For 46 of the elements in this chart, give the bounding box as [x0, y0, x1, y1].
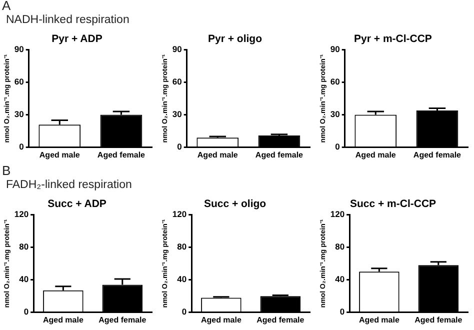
text: FADH₂-linked respiration: [6, 179, 132, 191]
y-tick-label: 0: [19, 142, 24, 152]
y-tick-label: 40: [177, 274, 187, 284]
x-tick-label: Aged female: [256, 315, 305, 324]
y-tick-label: 60: [14, 76, 24, 87]
y-tick-label: 40: [19, 274, 29, 284]
chart-title: Pyr + m-Cl-CCP: [354, 33, 432, 46]
text: A: [2, 0, 11, 13]
y-tick-label: 0: [340, 306, 345, 317]
x-tick-label: Aged female: [413, 150, 462, 160]
y-tick-label: 0: [177, 142, 182, 152]
x-tick-label: Aged female: [98, 315, 147, 324]
chart-title: Pyr + ADP: [52, 33, 102, 46]
text: NADH-linked respiration: [6, 14, 130, 26]
y-tick-label: 80: [177, 242, 187, 252]
y-tick-label: 90: [14, 44, 24, 54]
chart-title: Succ + oligo: [204, 198, 266, 210]
x-tick-label: Aged male: [355, 150, 396, 160]
y-tick-label: 120: [330, 208, 345, 219]
y-tick-label: 30: [14, 109, 24, 120]
chart-title: Succ + m-Cl-CCP: [350, 198, 436, 210]
y-tick-label: 0: [335, 142, 340, 152]
x-tick-label: Aged male: [197, 150, 238, 160]
y-tick-label: 0: [24, 306, 29, 317]
y-tick-label: 120: [14, 208, 29, 219]
y-tick-label: 120: [172, 208, 187, 219]
x-tick-label: Aged male: [39, 150, 80, 160]
x-tick-label: Aged male: [42, 315, 84, 324]
chart-title: Succ + ADP: [48, 198, 106, 210]
x-tick-label: Aged female: [255, 150, 304, 160]
y-tick-label: 30: [330, 109, 340, 120]
y-tick-label: 80: [335, 242, 345, 252]
text: B: [2, 163, 11, 178]
x-tick-label: Aged male: [200, 315, 242, 324]
x-tick-label: Aged female: [414, 315, 463, 324]
y-tick-label: 80: [19, 242, 29, 252]
y-tick-label: 60: [330, 76, 340, 87]
chart-title: Pyr + oligo: [208, 33, 262, 46]
y-tick-label: 60: [172, 76, 182, 87]
x-tick-label: Aged female: [97, 150, 146, 160]
y-tick-label: 30: [172, 109, 182, 120]
x-tick-label: Aged male: [358, 315, 400, 324]
y-tick-label: 90: [330, 44, 340, 54]
y-tick-label: 40: [335, 274, 345, 284]
y-tick-label: 0: [182, 306, 187, 317]
y-tick-label: 90: [172, 44, 182, 54]
